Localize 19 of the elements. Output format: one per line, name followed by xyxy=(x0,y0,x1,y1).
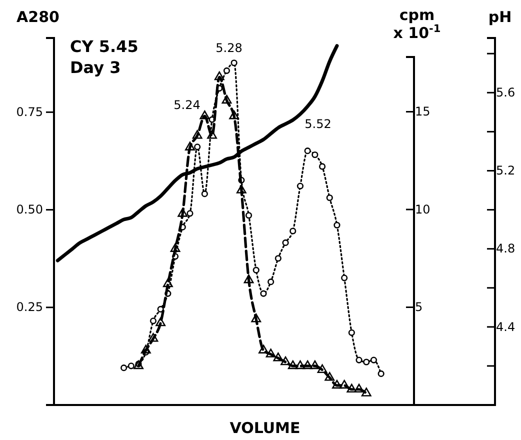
y2-axis-title: cpm x 10$^{-1}$ xyxy=(393,6,441,42)
annotation: Day 3 xyxy=(70,58,121,77)
y-tick-label: 0.50 xyxy=(16,202,43,217)
annotation: 5.24 xyxy=(174,98,200,112)
x-axis-title: VOLUME xyxy=(230,419,300,437)
y3-axis-title: pH xyxy=(488,8,512,26)
y2-tick-label: 5 xyxy=(415,300,423,314)
y-tick-label: 0.25 xyxy=(16,300,43,314)
y-axis-title: A280 xyxy=(16,8,60,26)
y3-tick-label: 5.6 xyxy=(496,86,516,100)
y3-tick-label: 5.2 xyxy=(496,164,516,178)
y3-tick-label: 4.4 xyxy=(496,320,516,334)
y2-tick-label: 15 xyxy=(415,104,430,119)
annotation: CY 5.45 xyxy=(70,37,138,56)
annotation: 5.28 xyxy=(216,41,242,55)
y3-tick-label: 4.8 xyxy=(496,242,516,256)
y-tick-label: 0.75 xyxy=(16,105,43,120)
y2-tick-label: 10 xyxy=(415,202,430,216)
annotation: 5.52 xyxy=(304,117,332,131)
